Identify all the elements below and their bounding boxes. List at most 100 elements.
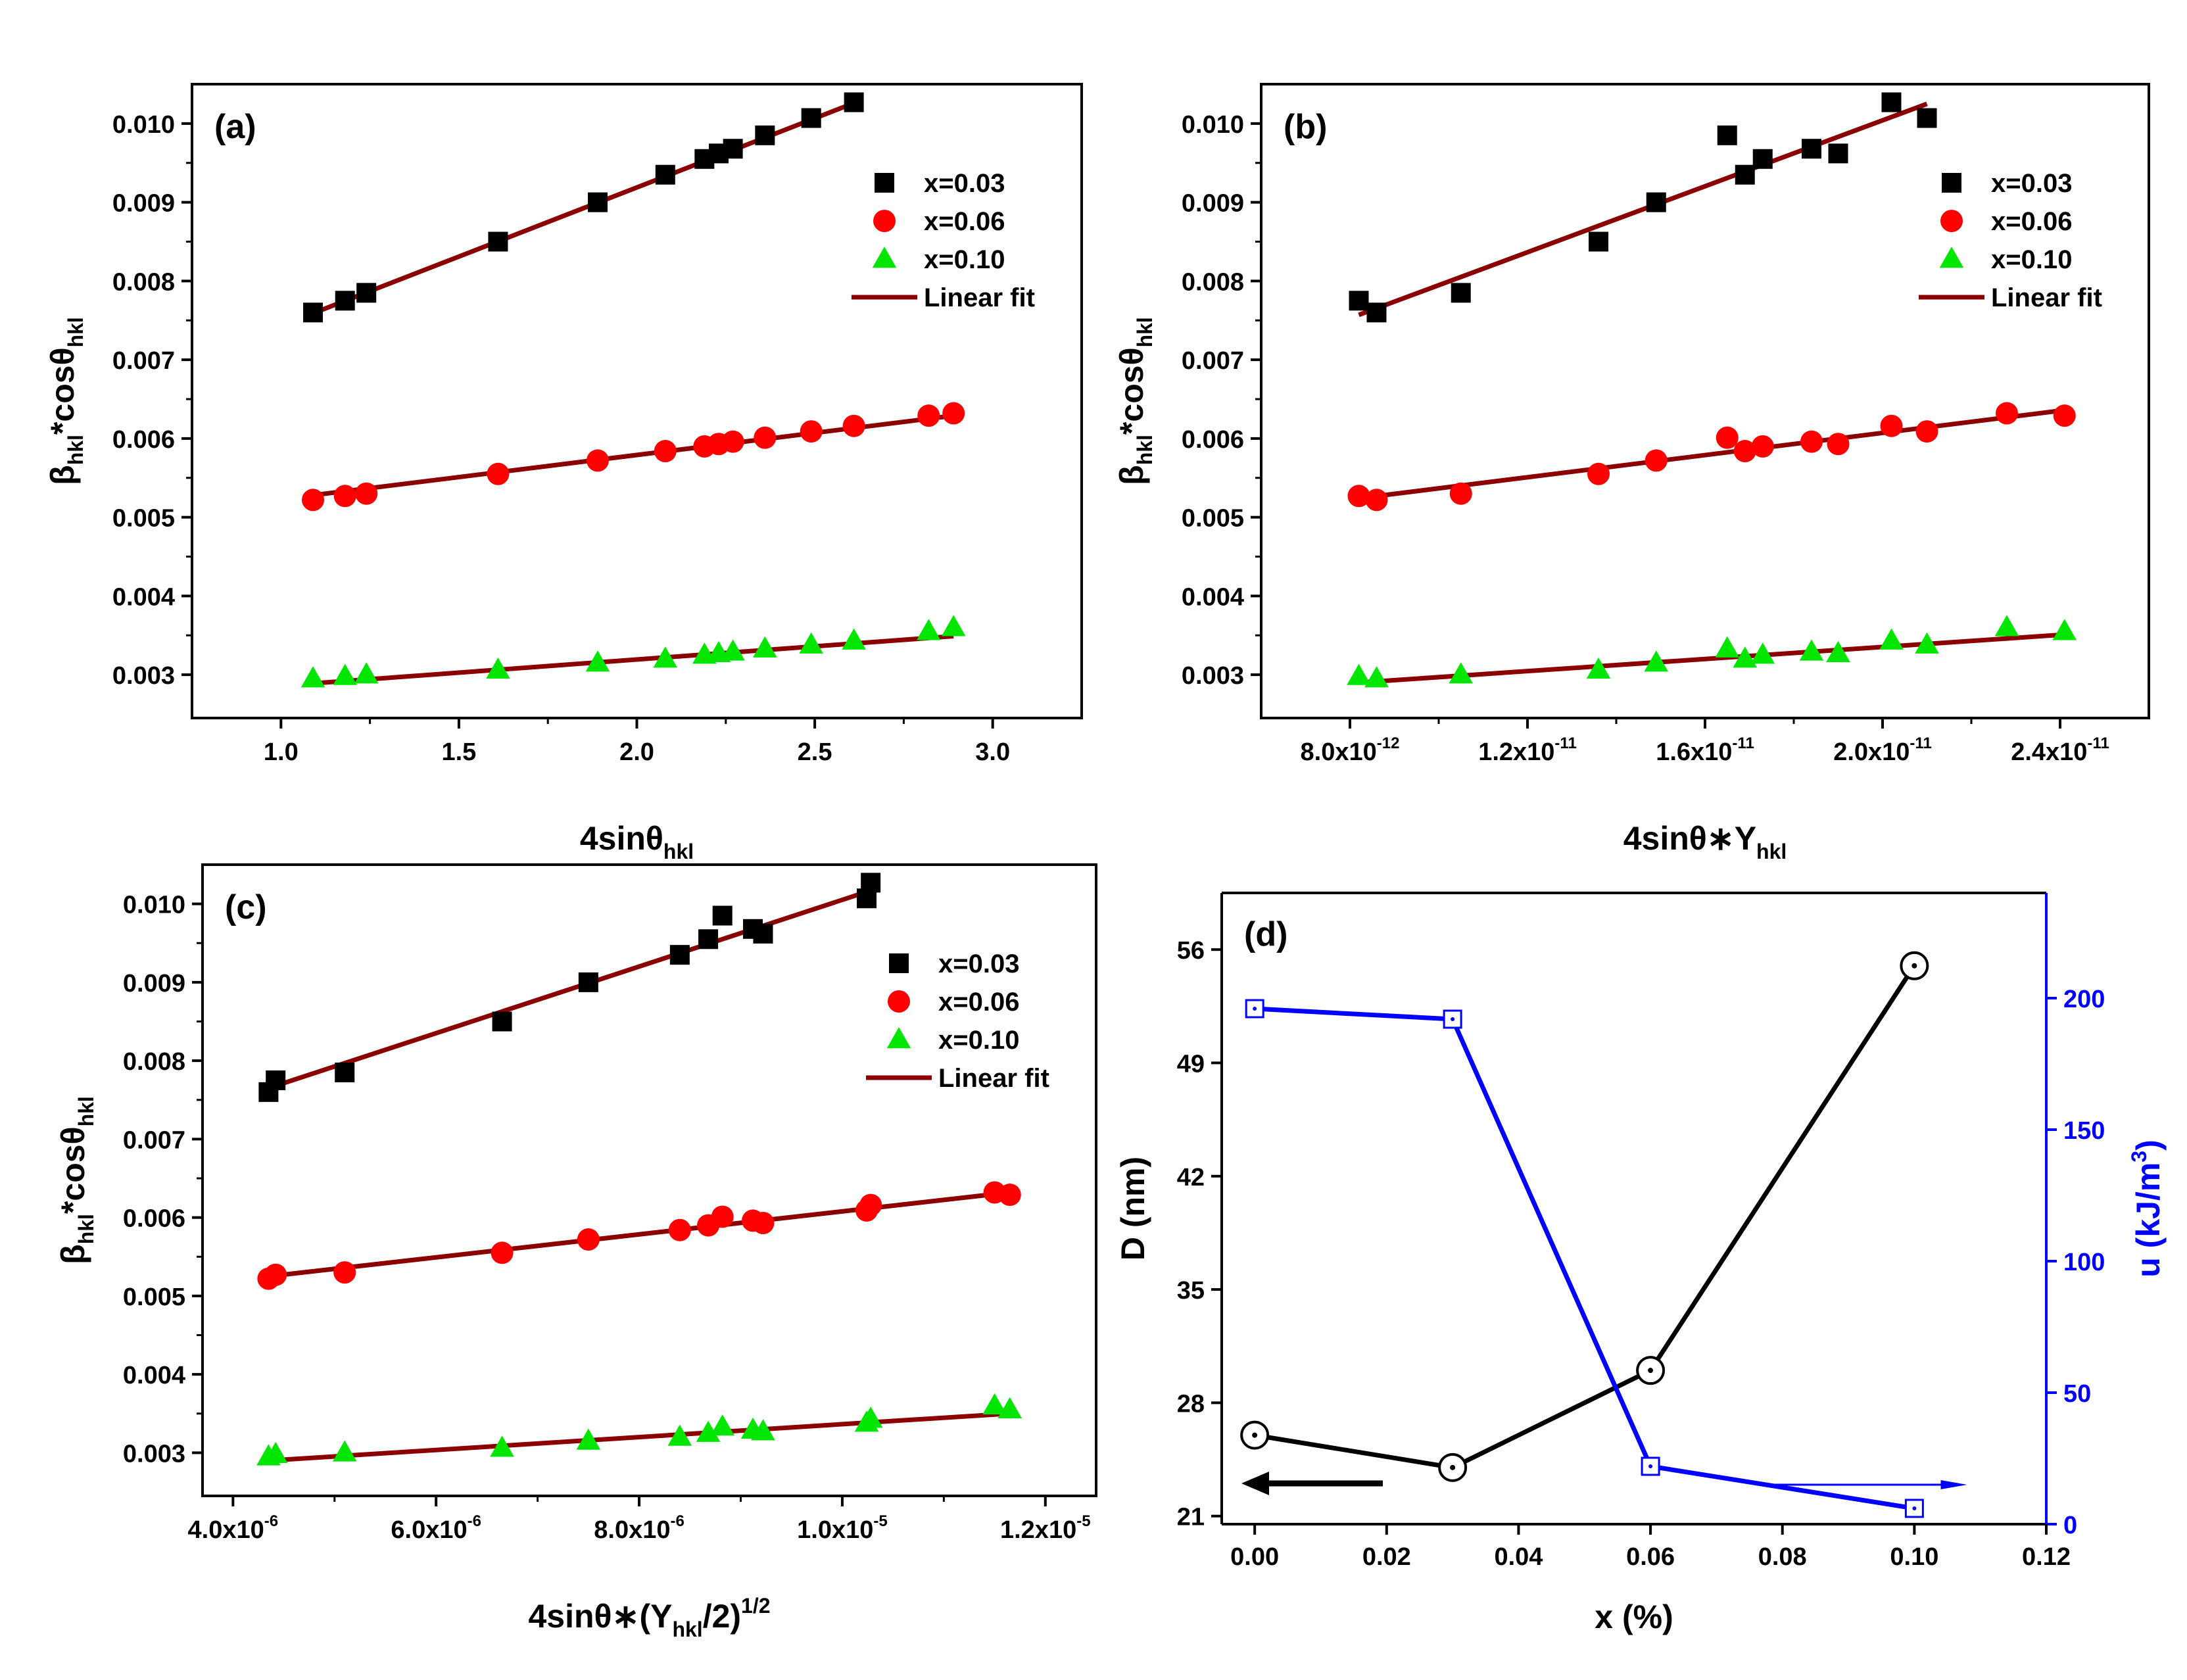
b-y-tick-label: 0.004 — [1182, 583, 1244, 611]
b-point-x003 — [1917, 108, 1937, 128]
b-point-x006 — [1449, 482, 1472, 505]
c-point-x003 — [669, 945, 690, 965]
b-x-tick-label: 2.4x10-11 — [2011, 734, 2109, 766]
c-y-tick-label: 0.004 — [123, 1362, 185, 1389]
d-point-D-dot — [1252, 1432, 1258, 1438]
d-point-u-dot — [1253, 1007, 1257, 1011]
d-x-tick-label: 0.10 — [1890, 1543, 1938, 1571]
panel-d: 21 28 35 42 49 56 0 50 100 150 200 0.00 0.02 0.04 0.06… — [1115, 892, 2167, 1635]
d-point-D-dot — [1450, 1464, 1456, 1470]
a-point-x010 — [333, 663, 357, 685]
d-y-right-axis-title: u (kJ/m3) — [2127, 1140, 2167, 1278]
a-point-x003 — [335, 291, 355, 311]
a-point-x010 — [486, 658, 510, 679]
b-panel-label: (b) — [1284, 108, 1327, 146]
a-point-x003 — [844, 92, 864, 112]
a-y-tick-label: 0.010 — [112, 111, 175, 139]
c-point-x010 — [696, 1420, 721, 1442]
b-point-x010 — [1715, 636, 1740, 658]
b-point-x006 — [1880, 414, 1903, 437]
a-point-x003 — [356, 283, 377, 303]
a-x-tick-label: 2.5 — [798, 738, 832, 766]
c-point-x010 — [751, 1419, 775, 1441]
d-y-tick-label: 35 — [1177, 1277, 1205, 1305]
d-series-D-line — [1254, 964, 1917, 1470]
d-y-tick-label: 56 — [1177, 937, 1205, 965]
c-legend-swatch — [889, 953, 909, 973]
b-point-x006 — [1800, 430, 1823, 453]
d-panel-label: (d) — [1244, 915, 1287, 953]
a-point-x006 — [586, 449, 609, 472]
b-point-x006 — [1587, 462, 1610, 485]
b-legend-swatch — [1939, 247, 1964, 268]
b-point-x003 — [1735, 164, 1755, 185]
c-point-x006 — [859, 1193, 882, 1216]
a-legend-swatch — [872, 247, 897, 268]
d-arrow-left-head — [1241, 1472, 1269, 1495]
b-point-x003 — [1589, 231, 1608, 252]
c-x-tick-label: 1.2x10-5 — [1000, 1512, 1091, 1544]
b-point-x010 — [1586, 658, 1611, 679]
b-y-axis-title: βhkl*cosθhkl — [1113, 317, 1157, 485]
b-point-x006 — [2053, 404, 2076, 427]
c-point-x006 — [491, 1241, 514, 1264]
d-point-u-dot — [1912, 1506, 1917, 1510]
a-point-x006 — [355, 482, 378, 505]
b-point-x003 — [1349, 291, 1369, 311]
b-point-x006 — [1733, 440, 1756, 463]
a-point-x006 — [800, 420, 823, 443]
a-point-x003 — [801, 108, 821, 128]
d-y-right-tick-label: 0 — [2063, 1512, 2077, 1539]
c-panel-label: (c) — [225, 888, 267, 926]
c-fit-line — [268, 888, 872, 1091]
c-point-x006 — [998, 1184, 1021, 1207]
b-x-tick-label: 8.0x10-12 — [1301, 734, 1400, 766]
c-point-x010 — [667, 1424, 692, 1446]
d-y-right-tick-label: 100 — [2063, 1249, 2105, 1276]
b-point-x010 — [1826, 640, 1850, 663]
a-y-tick-label: 0.005 — [112, 505, 175, 533]
c-y-tick-label: 0.009 — [123, 970, 185, 997]
a-y-tick-label: 0.009 — [112, 190, 175, 218]
d-y-axis-title: D (nm) — [1115, 1157, 1151, 1260]
d-x-axis-title: x (%) — [1595, 1598, 1673, 1635]
b-point-x006 — [1996, 402, 2018, 425]
a-point-x010 — [300, 666, 325, 688]
c-point-x006 — [333, 1261, 356, 1284]
d-y-right-tick-label: 150 — [2063, 1117, 2105, 1145]
b-point-x006 — [1347, 485, 1370, 508]
b-point-x010 — [1879, 628, 1904, 650]
panel-c: 0.003 0.004 0.005 0.006 0.007 0.008 0.009 0.010… — [55, 863, 1097, 1641]
c-point-x003 — [335, 1063, 355, 1083]
a-point-x003 — [723, 139, 743, 159]
a-point-x006 — [721, 430, 744, 453]
panel-a: 0.003 0.004 0.005 0.006 0.007 0.008 0.009 0.010… — [44, 83, 1083, 863]
a-point-x010 — [941, 615, 966, 636]
c-point-x006 — [711, 1205, 734, 1228]
b-point-x003 — [1717, 125, 1737, 145]
c-y-tick-label: 0.007 — [123, 1126, 185, 1154]
c-point-x010 — [263, 1441, 288, 1464]
a-point-x006 — [942, 402, 965, 425]
b-legend-label: x=0.03 — [1991, 169, 2072, 198]
c-point-x003 — [712, 905, 733, 926]
panel-b: 0.003 0.004 0.005 0.006 0.007 0.008 0.009 0.010… — [1113, 83, 2150, 863]
c-point-x010 — [576, 1428, 601, 1450]
b-point-x006 — [1751, 435, 1774, 458]
b-point-x003 — [1802, 139, 1821, 159]
a-point-x010 — [354, 662, 379, 684]
a-legend-swatch — [873, 210, 896, 232]
a-legend-label: Linear fit — [924, 283, 1035, 312]
a-point-x006 — [842, 414, 865, 437]
c-legend-label: Linear fit — [938, 1064, 1049, 1093]
a-y-tick-label: 0.003 — [112, 662, 175, 690]
b-point-x006 — [1915, 420, 1938, 443]
c-x-tick-label: 4.0x10-6 — [188, 1512, 279, 1544]
b-legend-label: x=0.06 — [1991, 207, 2072, 236]
c-fit-line — [268, 1411, 1010, 1463]
d-y-tick-label: 49 — [1177, 1050, 1205, 1078]
b-fit-line — [1358, 632, 2065, 685]
c-y-tick-label: 0.010 — [123, 892, 185, 919]
b-point-x003 — [1752, 149, 1773, 169]
